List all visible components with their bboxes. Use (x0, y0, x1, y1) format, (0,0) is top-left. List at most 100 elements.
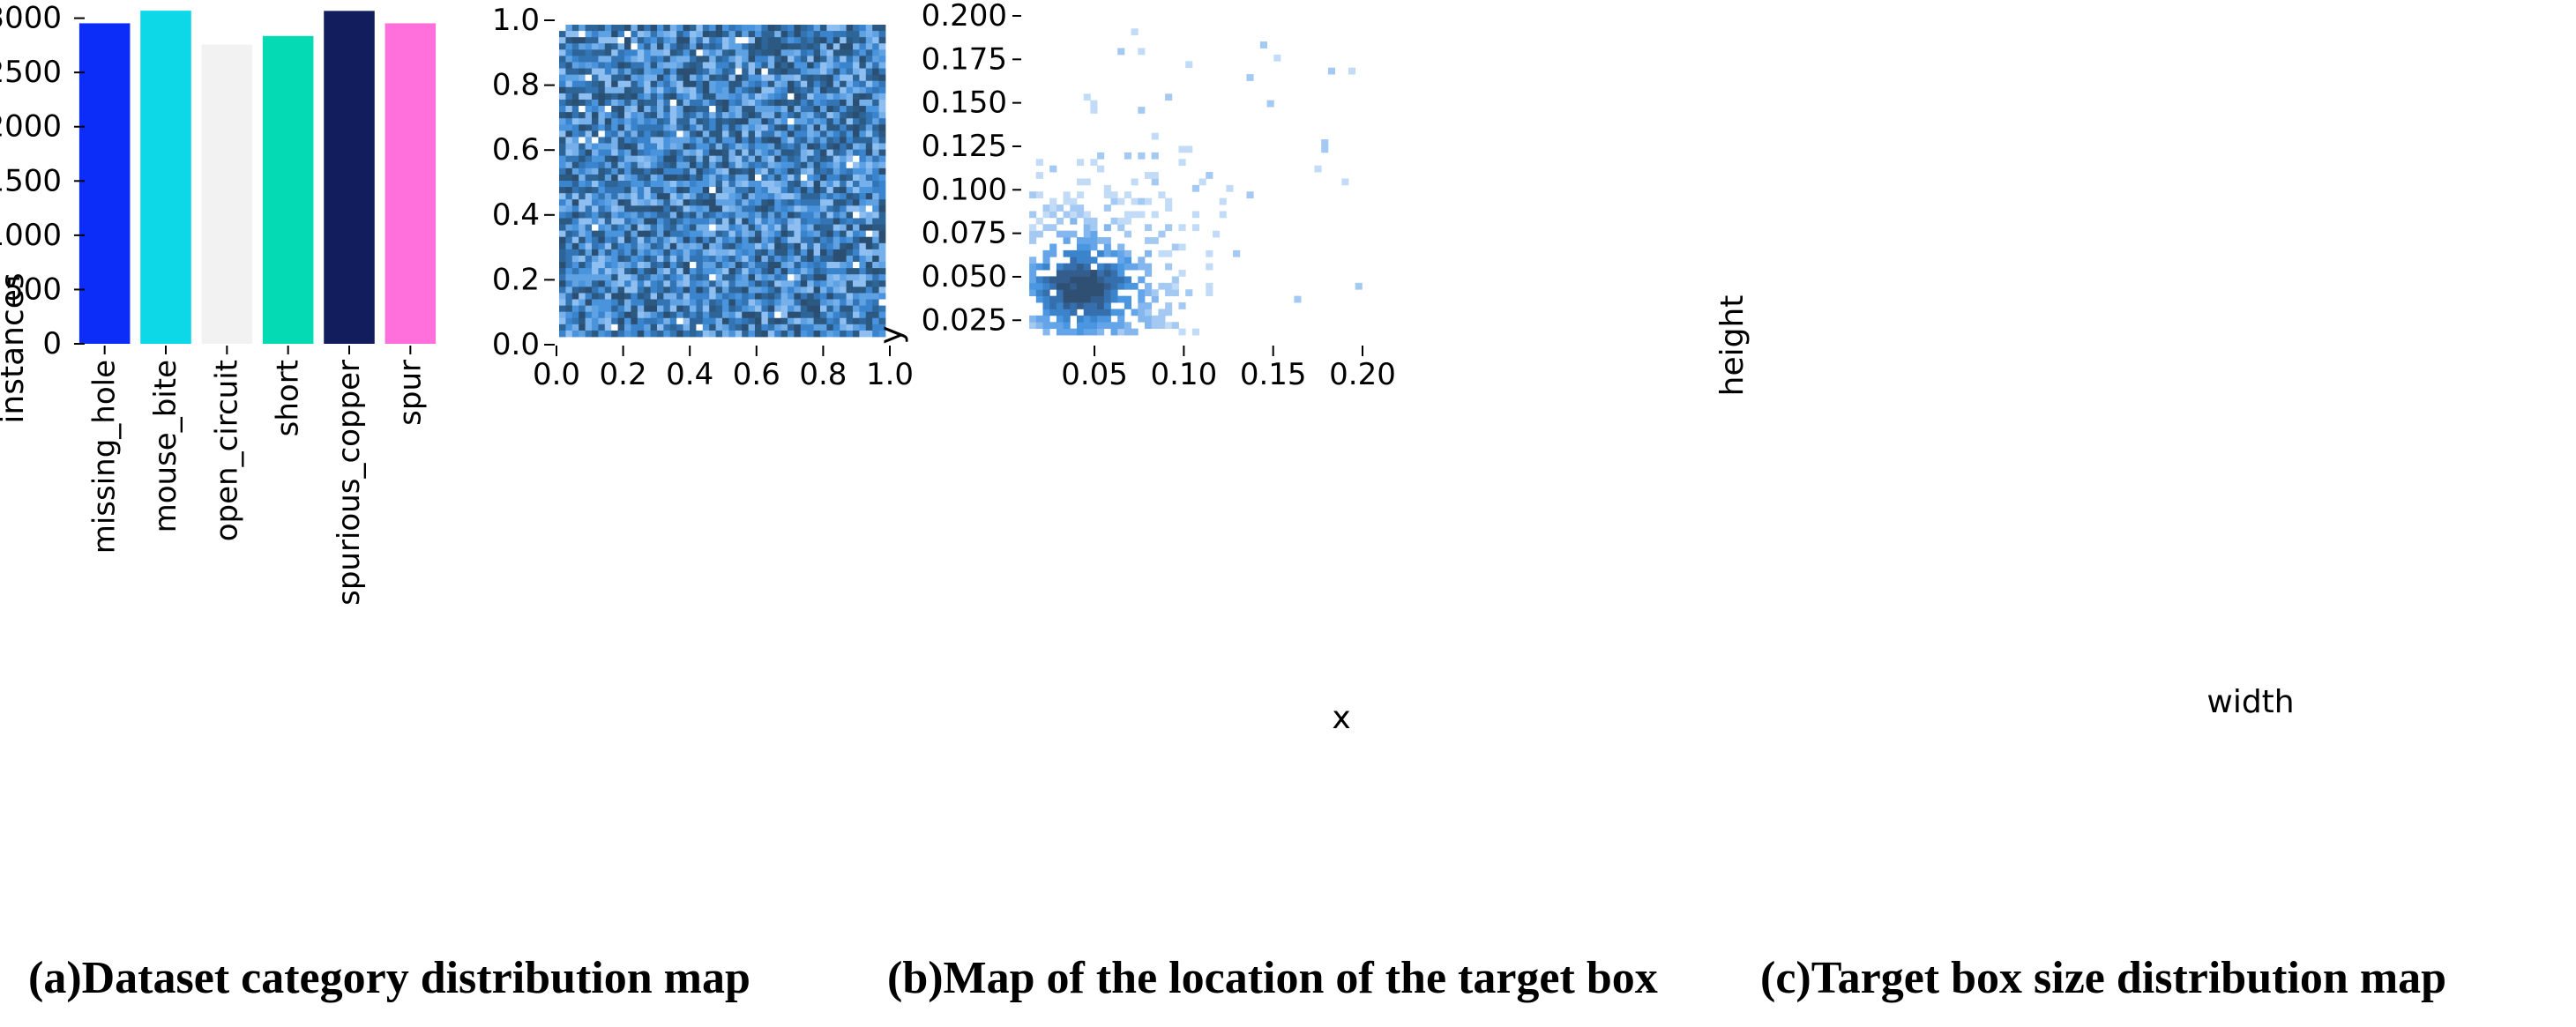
heatmap-cell (683, 212, 691, 219)
heatmap-cell (865, 324, 873, 331)
heatmap-cell (657, 124, 664, 131)
heatmap-cell (833, 262, 840, 269)
heatmap-cell (800, 56, 808, 63)
heatmap-cell (1083, 217, 1091, 225)
heatmap-cell (735, 262, 743, 269)
heatmap-cell (755, 130, 762, 138)
heatmap-cell (715, 268, 723, 275)
heatmap-cell (1219, 211, 1227, 219)
heatmap-cell (813, 249, 821, 257)
heatmap-cell (774, 255, 781, 263)
heatmap-cell (846, 205, 854, 212)
heatmap-cell (571, 167, 579, 175)
heatmap-cell (767, 99, 775, 107)
heatmap-cell (702, 137, 710, 144)
heatmap-cell (637, 62, 645, 69)
heatmap-cell (631, 268, 638, 275)
heatmap-cell (1029, 191, 1037, 199)
heatmap-cell (878, 274, 886, 281)
y-tick-label: 0.075 (922, 216, 1007, 251)
heatmap-cell (1035, 191, 1043, 199)
heatmap-cell (774, 230, 781, 238)
heatmap-cell (592, 143, 599, 150)
y-tick-label: 0.8 (492, 68, 540, 103)
heatmap-cell (624, 242, 631, 250)
heatmap-cell (585, 236, 593, 244)
heatmap-cell (690, 149, 697, 157)
heatmap-cell (872, 268, 879, 275)
heatmap-cell (683, 74, 691, 82)
heatmap-cell (585, 324, 593, 331)
heatmap-cell (774, 274, 781, 281)
heatmap-cell (748, 230, 756, 238)
bar (262, 35, 314, 344)
heatmap-cell (826, 249, 834, 257)
heatmap-cell (604, 99, 612, 107)
heatmap-cell (644, 37, 651, 44)
heatmap-cell (853, 74, 860, 82)
heatmap-cell (780, 274, 788, 281)
heatmap-cell (1076, 295, 1085, 303)
heatmap-cell (878, 149, 886, 157)
heatmap-cell (709, 280, 716, 287)
heatmap-cell (735, 299, 743, 306)
y-tick-label: 0.6 (492, 132, 540, 167)
heatmap-cell (813, 56, 821, 63)
heatmap-cell (742, 249, 749, 257)
heatmap-cell (683, 262, 691, 269)
heatmap-cell (1144, 289, 1153, 297)
heatmap-cell (702, 205, 710, 212)
heatmap-cell (865, 262, 873, 269)
heatmap-cell (559, 230, 566, 238)
heatmap-cell (865, 99, 873, 107)
heatmap-cell (728, 268, 736, 275)
heatmap-cell (611, 330, 618, 338)
x-tick-label: 0.8 (799, 357, 847, 392)
heatmap-cell (617, 212, 625, 219)
heatmap-cell (592, 181, 599, 188)
heatmap-cell (709, 155, 716, 163)
heatmap-cell (565, 56, 573, 63)
heatmap-cell (722, 43, 729, 50)
heatmap-cell (735, 274, 743, 281)
heatmap-cell (565, 68, 573, 76)
heatmap-cell (1097, 152, 1105, 160)
heatmap-cell (865, 193, 873, 200)
heatmap-cell (859, 86, 867, 94)
heatmap-cell (690, 330, 697, 338)
y-tick-label: 0.0 (492, 327, 540, 362)
heatmap-cell (780, 287, 788, 294)
heatmap-cell (709, 68, 716, 76)
heatmap-cell (794, 112, 802, 119)
heatmap-cell (709, 80, 716, 88)
heatmap-cell (728, 224, 736, 232)
heatmap-cell (767, 255, 775, 263)
heatmap-cell (853, 161, 860, 169)
heatmap-cell (774, 167, 781, 175)
heatmap-cell (663, 299, 671, 306)
heatmap-cell (833, 161, 840, 169)
heatmap-cell (657, 187, 664, 194)
x-tick-label: mouse_bite (148, 360, 183, 532)
heatmap-cell (853, 130, 860, 138)
heatmap-cell (735, 86, 743, 94)
heatmap-cell (637, 262, 645, 269)
heatmap-cell (1083, 230, 1091, 238)
heatmap-cell (592, 199, 599, 206)
heatmap-cell (878, 106, 886, 113)
heatmap-cell (631, 199, 638, 206)
heatmap-cell (585, 305, 593, 313)
heatmap-cell (592, 311, 599, 319)
heatmap-cell (1110, 282, 1118, 290)
heatmap-cell (624, 224, 631, 232)
heatmap-cell (637, 74, 645, 82)
heatmap-cell (571, 205, 579, 212)
heatmap-cell (800, 49, 808, 56)
heatmap-cell (709, 167, 716, 175)
heatmap-cell (709, 330, 716, 338)
heatmap-cell (807, 112, 814, 119)
heatmap-cell (565, 317, 573, 325)
heatmap-cell (722, 187, 729, 194)
heatmap-cell (598, 249, 606, 257)
heatmap-cell (1138, 152, 1146, 160)
